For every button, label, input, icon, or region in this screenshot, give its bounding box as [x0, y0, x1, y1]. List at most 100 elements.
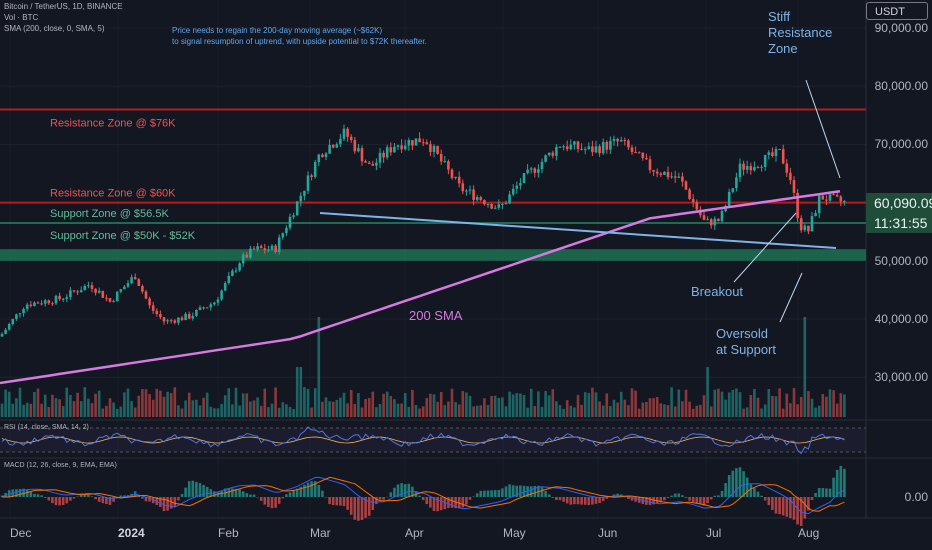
macd-histogram-bar [321, 490, 324, 497]
macd-histogram-bar [843, 468, 846, 497]
macd-histogram-bar [709, 497, 713, 500]
candle [511, 188, 515, 195]
volume-legend[interactable]: Vol · BTC [4, 13, 39, 22]
macd-histogram-bar [598, 497, 601, 504]
candle [364, 161, 367, 163]
volume-bar [378, 403, 382, 417]
volume-bar [321, 401, 324, 417]
candle [22, 309, 25, 314]
volume-bar [763, 404, 767, 417]
volume-bar [799, 396, 803, 417]
macd-histogram-bar [285, 494, 288, 497]
volume-bar [817, 405, 821, 417]
volume-bar [29, 403, 33, 417]
candle [623, 140, 627, 142]
volume-bar [15, 398, 18, 417]
macd-histogram-bar [742, 471, 745, 497]
macd-histogram-bar [144, 497, 148, 502]
volume-bar [677, 389, 681, 417]
candle [742, 163, 745, 170]
rsi-pane [0, 426, 866, 455]
macd-histogram-bar [97, 497, 101, 502]
chart-labels: Resistance Zone @ $76K Resistance Zone @ … [50, 9, 832, 357]
macd-histogram-bar [295, 488, 299, 497]
volume-bar [87, 398, 90, 417]
candle [349, 136, 353, 141]
candle [54, 295, 58, 304]
price-tick: 40,000.00 [874, 312, 928, 326]
candle [274, 245, 277, 252]
volume-bar [562, 408, 565, 417]
macd-histogram-bar [544, 490, 547, 497]
volume-bar [411, 389, 414, 417]
volume-bar [591, 387, 594, 417]
macd-histogram-bar [292, 490, 295, 497]
volume-bar [65, 387, 69, 417]
volume-bar [425, 398, 429, 417]
annotation-label: Stiff [768, 9, 791, 24]
macd-legend[interactable]: MACD (12, 26, close, 9, EMA, EMA) [4, 462, 117, 469]
volume-bar [695, 405, 699, 417]
macd-histogram-bar [159, 497, 162, 508]
candle [112, 301, 115, 303]
volume-bar [69, 394, 72, 417]
candle [220, 290, 223, 300]
candle [385, 147, 389, 158]
volume-bar [364, 399, 367, 417]
macd-histogram-bar [461, 497, 465, 508]
candle [544, 155, 547, 162]
candle [591, 146, 594, 153]
macd-histogram-bar [357, 497, 360, 521]
volume-bar [843, 394, 846, 417]
volume-bar [709, 406, 713, 417]
macd-histogram-bar [29, 491, 33, 497]
macd-histogram-bar [526, 486, 529, 497]
volume-bar [609, 406, 612, 417]
symbol-title[interactable]: Bitcoin / TetherUS, 1D, BINANCE [4, 2, 123, 11]
volume-bars [0, 317, 846, 417]
candle [684, 181, 688, 190]
volume-bar [303, 387, 306, 417]
candle [7, 324, 11, 330]
candle [198, 307, 202, 310]
macd-histogram-bar [551, 497, 555, 498]
candle [807, 225, 810, 232]
macd-histogram-bar [562, 497, 565, 502]
volume-bar [630, 388, 634, 417]
sma-legend[interactable]: SMA (200, close, 0, SMA, 5) [4, 24, 105, 33]
volume-bar [515, 393, 519, 417]
candle [465, 190, 468, 192]
volume-bar [774, 396, 778, 417]
candle [375, 162, 378, 166]
macd-histogram-bar [25, 489, 29, 497]
candle [25, 304, 29, 310]
macd-histogram-bar [429, 497, 432, 508]
candle [65, 297, 69, 299]
volume-bar [155, 388, 159, 417]
macd-histogram-bar [472, 496, 475, 498]
volume-bar [583, 392, 587, 417]
volume-bar [699, 404, 702, 417]
volume-bar [403, 393, 407, 417]
rsi-legend[interactable]: RSI (14, close, SMA, 14, 2) [4, 424, 89, 431]
volume-bar [580, 404, 583, 417]
volume-bar [670, 387, 673, 417]
macd-histogram-bar [832, 477, 835, 497]
candle [821, 195, 825, 200]
volume-bar [177, 405, 180, 417]
macd-histogram-bar [241, 491, 245, 497]
macd-histogram-bar [346, 497, 349, 510]
volume-bar [263, 388, 267, 417]
candle [432, 145, 436, 152]
candle [630, 147, 634, 153]
candle [522, 173, 526, 183]
candle [483, 200, 486, 205]
volume-bar [115, 408, 119, 417]
candle [688, 189, 691, 200]
candle [691, 199, 695, 203]
candle [87, 285, 90, 287]
volume-bar [432, 394, 436, 417]
currency-selector[interactable]: USDT [866, 2, 928, 20]
macd-histogram-bar [789, 497, 792, 519]
